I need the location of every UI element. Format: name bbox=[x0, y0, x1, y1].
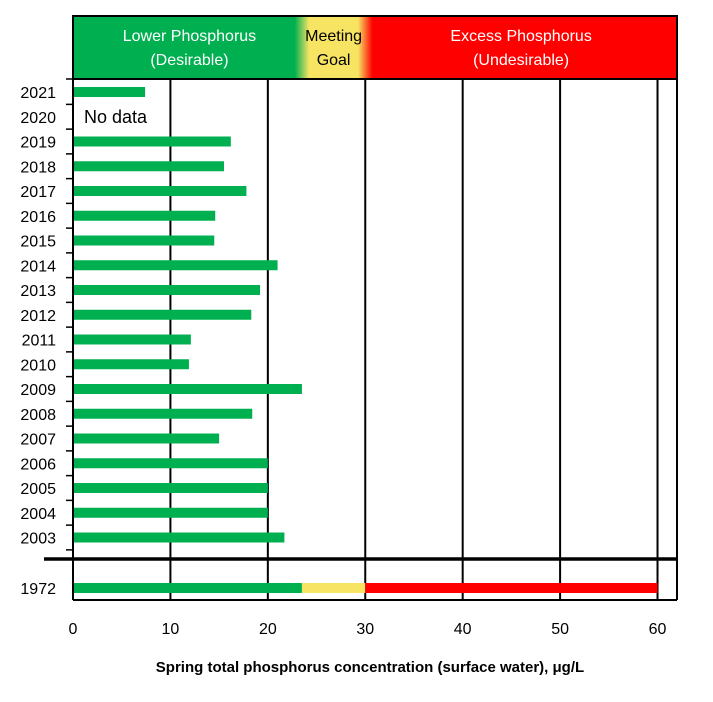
band-label-line1: Lower Phosphorus bbox=[123, 28, 256, 45]
bar-2004 bbox=[73, 507, 268, 518]
x-tick-label: 30 bbox=[356, 621, 374, 638]
y-tick-label: 2008 bbox=[20, 407, 56, 424]
bar-2003 bbox=[73, 532, 285, 543]
bar-2010 bbox=[73, 359, 189, 370]
x-tick-label: 50 bbox=[551, 621, 569, 638]
x-tick-label: 20 bbox=[259, 621, 277, 638]
y-tick-label: 2010 bbox=[20, 357, 56, 374]
legend-band: Lower Phosphorus (Desirable) Meeting Goal Ex… bbox=[72, 15, 678, 80]
band-label-line1: Excess Phosphorus bbox=[450, 28, 591, 45]
x-axis-title: Spring total phosphorus concentration (s… bbox=[156, 659, 584, 676]
grid bbox=[169, 79, 659, 600]
y-tick-label: 2009 bbox=[20, 382, 56, 399]
y-tick-label: 2013 bbox=[20, 283, 56, 300]
y-tick-label: 2016 bbox=[20, 209, 56, 226]
bar-2016 bbox=[73, 210, 216, 221]
y-tick-label: 2012 bbox=[20, 308, 56, 325]
bar-2007 bbox=[73, 433, 220, 444]
y-tick-label: 2014 bbox=[20, 258, 56, 275]
band-label-line2: Goal bbox=[317, 52, 351, 69]
x-tick-label: 10 bbox=[162, 621, 180, 638]
bar-2021 bbox=[73, 87, 146, 97]
y-tick-label: 2019 bbox=[20, 135, 56, 152]
band-label-line2: (Undesirable) bbox=[473, 52, 569, 69]
bar-2012 bbox=[73, 309, 252, 320]
bar-2011 bbox=[73, 334, 191, 345]
bar-2019 bbox=[73, 136, 231, 147]
x-tick-label: 0 bbox=[69, 621, 78, 638]
y-tick-label: 2003 bbox=[20, 531, 56, 548]
bar-2017 bbox=[73, 186, 247, 196]
y-tick-label: 2018 bbox=[20, 159, 56, 176]
x-tick-label: 60 bbox=[649, 621, 667, 638]
reference-bar-segment bbox=[365, 583, 658, 593]
bar-2006 bbox=[73, 458, 268, 469]
x-tick-label: 40 bbox=[454, 621, 472, 638]
bar-2018 bbox=[73, 161, 224, 172]
reference-bar-segment bbox=[73, 583, 302, 593]
bar-2009 bbox=[73, 384, 302, 394]
y-tick-label: 2011 bbox=[22, 333, 57, 350]
plot-frame bbox=[44, 78, 678, 601]
y-tick-label: 2006 bbox=[20, 456, 56, 473]
bar-2014 bbox=[73, 260, 278, 271]
y-tick-label-reference: 1972 bbox=[20, 581, 56, 598]
y-tick-label: 2015 bbox=[20, 234, 56, 251]
reference-bar-segment bbox=[301, 583, 366, 593]
no-data-annotation: No data bbox=[84, 107, 148, 127]
bar-2008 bbox=[73, 408, 253, 419]
y-tick-label: 2017 bbox=[20, 184, 56, 201]
y-tick-label: 2021 bbox=[20, 85, 56, 102]
bars bbox=[73, 87, 658, 593]
y-tick-label: 2020 bbox=[20, 110, 56, 127]
band-label-line1: Meeting bbox=[305, 28, 362, 45]
labels: 2021 2020 2019 2018 2017 2016 2015 2014 2013 2012… bbox=[20, 85, 666, 676]
y-tick-label: 2004 bbox=[20, 506, 56, 523]
y-tick-label: 2007 bbox=[20, 432, 56, 449]
bar-2005 bbox=[73, 483, 268, 493]
y-tick-label: 2005 bbox=[20, 481, 56, 498]
bar-2015 bbox=[73, 235, 215, 246]
bar-2013 bbox=[73, 285, 261, 295]
band-background bbox=[72, 15, 678, 80]
band-label-line2: (Desirable) bbox=[150, 52, 228, 69]
